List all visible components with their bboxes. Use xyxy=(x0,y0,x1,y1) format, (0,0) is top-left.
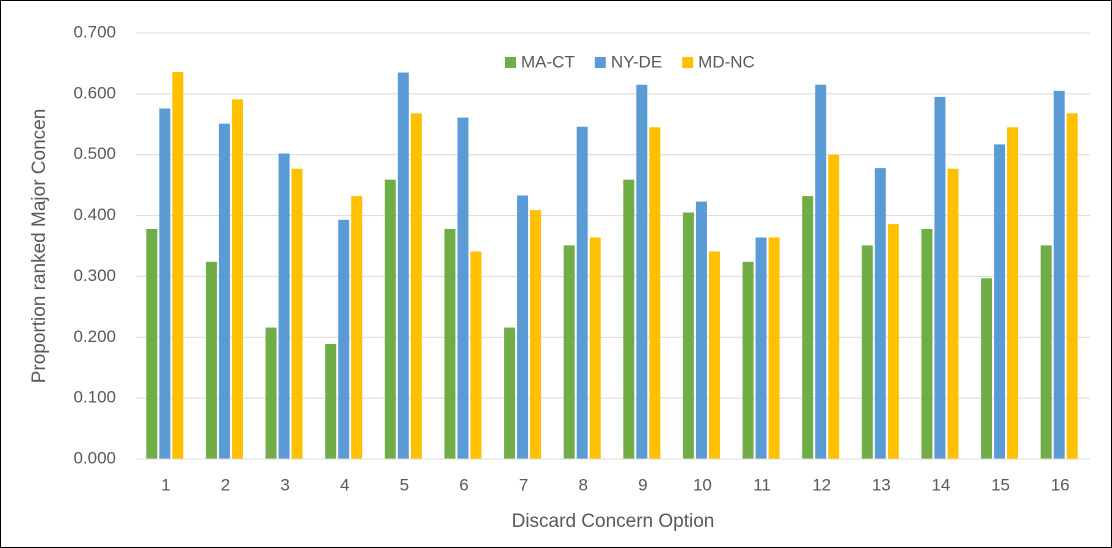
bar xyxy=(768,237,780,459)
x-tick-label: 2 xyxy=(221,475,230,494)
bar xyxy=(682,212,694,459)
bar xyxy=(981,278,993,459)
x-tick-label: 9 xyxy=(638,475,647,494)
x-tick-label: 16 xyxy=(1051,475,1070,494)
bar xyxy=(815,84,827,459)
x-tick-label: 5 xyxy=(400,475,409,494)
bar xyxy=(576,126,588,459)
bar xyxy=(934,96,946,460)
bar xyxy=(172,71,184,459)
x-tick-label: 1 xyxy=(161,475,170,494)
x-tick-label: 15 xyxy=(991,475,1010,494)
x-tick-label: 10 xyxy=(693,475,712,494)
bar xyxy=(504,327,516,459)
legend-label: MD-NC xyxy=(698,52,755,71)
bar xyxy=(218,123,230,460)
bar xyxy=(397,72,409,460)
bar xyxy=(1007,127,1019,459)
bar xyxy=(874,168,886,460)
bar xyxy=(695,201,707,459)
bar xyxy=(708,251,720,459)
bar xyxy=(828,154,840,459)
bar xyxy=(410,113,422,460)
y-tick-label: 0.700 xyxy=(73,22,116,41)
bar xyxy=(146,228,158,459)
y-tick-label: 0.100 xyxy=(73,388,116,407)
bar xyxy=(457,117,469,459)
bar xyxy=(205,261,217,459)
x-tick-label: 14 xyxy=(931,475,950,494)
bar xyxy=(861,245,873,459)
x-tick-label: 8 xyxy=(578,475,587,494)
bar xyxy=(517,195,529,459)
x-tick-label: 12 xyxy=(812,475,831,494)
bar xyxy=(384,179,396,459)
y-tick-label: 0.000 xyxy=(73,448,116,467)
bar xyxy=(802,196,814,459)
bar xyxy=(291,168,303,459)
x-tick-label: 4 xyxy=(340,475,349,494)
bar xyxy=(1040,245,1052,459)
bar xyxy=(265,327,277,459)
bar xyxy=(231,99,243,459)
bar xyxy=(351,196,363,459)
bar xyxy=(994,144,1006,459)
bar xyxy=(921,228,933,459)
bar xyxy=(589,237,601,459)
bar xyxy=(563,245,575,459)
y-tick-label: 0.400 xyxy=(73,205,116,224)
x-tick-label: 3 xyxy=(280,475,289,494)
bar xyxy=(742,261,754,459)
legend-swatch xyxy=(594,57,606,68)
bar xyxy=(159,108,171,459)
x-tick-label: 11 xyxy=(753,475,771,494)
x-axis-title: Discard Concern Option xyxy=(512,511,715,532)
y-tick-label: 0.200 xyxy=(73,327,116,346)
bar xyxy=(755,237,767,459)
x-tick-label: 13 xyxy=(872,475,891,494)
x-tick-label: 7 xyxy=(519,475,528,494)
legend-swatch xyxy=(682,57,694,68)
bar xyxy=(649,127,661,459)
bar xyxy=(444,228,456,459)
bar xyxy=(1066,113,1078,460)
legend-label: MA-CT xyxy=(521,52,575,71)
y-tick-label: 0.600 xyxy=(73,83,116,102)
bar xyxy=(887,224,899,459)
bar xyxy=(623,179,635,459)
bar xyxy=(530,210,542,459)
y-axis-title: Proportion ranked Major Concen xyxy=(29,109,50,384)
x-tick-label: 6 xyxy=(459,475,468,494)
y-tick-label: 0.300 xyxy=(73,266,116,285)
legend-label: NY-DE xyxy=(611,52,662,71)
bar xyxy=(338,219,350,459)
bar xyxy=(325,343,337,459)
bar xyxy=(947,168,959,459)
legend-swatch xyxy=(505,57,516,68)
y-tick-label: 0.500 xyxy=(73,144,116,163)
bar xyxy=(1053,90,1065,460)
bar xyxy=(636,84,648,459)
bar xyxy=(470,251,482,459)
bar xyxy=(278,153,290,460)
